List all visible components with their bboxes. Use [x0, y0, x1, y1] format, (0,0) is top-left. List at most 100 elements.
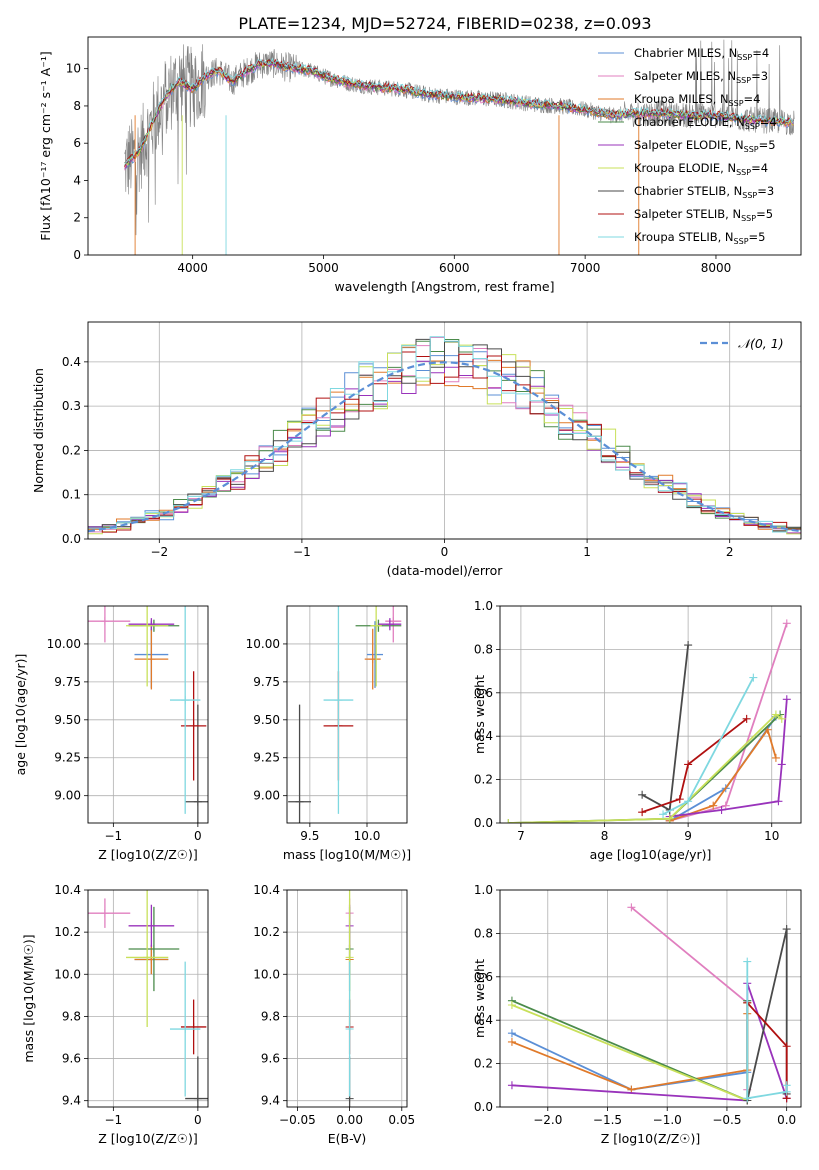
mass_vs_EBV-frame: [286, 889, 408, 1108]
weight_vs_age-marker-se: [717, 805, 726, 814]
age_vs_Z-xtick-label: 0: [194, 829, 202, 843]
age_vs_mass-point-km: [368, 655, 377, 664]
age_vs_mass-point-cs: [295, 797, 304, 806]
age_vs_Z-xlabel: Z [log10(Z/Z☉)]: [98, 847, 198, 862]
residuals-panel: −2 −1 0 1 2 0.0 0.1 0.2 0.3 0.4 (data-model)/error…: [31, 321, 802, 578]
weight_vs_Z-marker-se: [507, 1081, 516, 1090]
legend-label-ce: Chabrier ELODIE, NSSP=4: [634, 115, 777, 131]
age_vs_mass-xlabel: mass [log10(M/M☉)]: [283, 847, 411, 862]
legend-label-sub: SSP: [729, 99, 744, 108]
weight_vs_age-marker-ss: [638, 808, 647, 817]
residuals-ytick-label: 0.4: [62, 355, 81, 369]
weight_vs_age-marker-ss: [675, 795, 684, 804]
weight_vs_age-marker-km: [709, 801, 718, 810]
legend-label-sub: SSP: [742, 191, 757, 200]
residuals-xtick-label: −2: [150, 545, 168, 559]
mass_vs_Z-point-sm: [100, 909, 109, 918]
age_vs_mass-ytick-label: 9.50: [253, 713, 280, 727]
weight_vs_age-ytick-label: 0.4: [474, 729, 493, 743]
age_vs_mass-ytick-label: 9.25: [253, 751, 280, 765]
spectrum-xtick-label: 5000: [308, 261, 339, 275]
legend-label-sub: SSP: [744, 145, 759, 154]
normal-legend-label: 𝒩(0, 1): [738, 336, 784, 351]
weight_vs_Z-xtick-label: −2.0: [533, 1113, 562, 1127]
weight_vs_Z-marker-ke: [507, 1001, 516, 1010]
weight_vs_Z-frame: [499, 889, 802, 1108]
spectrum-ytick-label: 0: [73, 248, 81, 262]
legend-label-km: Kroupa MILES, NSSP=4: [634, 92, 760, 108]
weight_vs_Z-marker-ks: [743, 957, 752, 966]
weight_vs_age-xtick-label: 7: [517, 829, 525, 843]
residuals-ytick-label: 0.1: [62, 488, 81, 502]
legend-label-tail: =5: [749, 230, 766, 244]
legend-label-text: Kroupa ELODIE, N: [634, 161, 736, 175]
mass_vs_EBV-ytick-label: 10.4: [253, 883, 280, 897]
age_vs_mass-ytick-label: 9.00: [253, 789, 280, 803]
weight_vs_age-marker-ks: [659, 810, 668, 819]
figure-title: PLATE=1234, MJD=52724, FIBERID=0238, z=0…: [238, 14, 651, 33]
spectrum-xtick-label: 4000: [177, 261, 208, 275]
weight_vs_Z-ytick-label: 0.4: [474, 1013, 493, 1027]
legend-label-sub: SSP: [741, 214, 756, 223]
legend-label-ke: Kroupa ELODIE, NSSP=4: [634, 161, 768, 177]
age_vs_Z-ytick-label: 9.75: [54, 675, 81, 689]
spectrum-ytick-label: 8: [73, 99, 81, 113]
weight_vs_age-marker-km: [771, 753, 780, 762]
age_vs_Z-point-sm: [100, 617, 109, 626]
legend-label-tail: =4: [752, 46, 769, 60]
age_vs_mass-xtick-label: 10.0: [354, 829, 381, 843]
age_vs_Z-point-ss: [189, 721, 198, 730]
mass_vs_Z-xlabel: Z [log10(Z/Z☉)]: [98, 1131, 198, 1146]
age_vs_mass-xtick-label: 9.5: [300, 829, 319, 843]
age_vs_mass-point-ks: [334, 696, 343, 705]
weight_vs_Z-xtick-label: −0.5: [712, 1113, 741, 1127]
age_vs_Z-plot-area: [88, 606, 208, 823]
weight_vs_age-marker-ks: [749, 673, 758, 682]
weight_vs_age-marker-ke: [665, 814, 674, 823]
weight_vs_Z-ylabel: mass weight: [472, 959, 487, 1038]
weight_vs_Z-marker-sm: [627, 903, 636, 912]
mass_vs_Z-point-cs: [193, 1094, 202, 1103]
legend-label-text: Kroupa MILES, N: [634, 92, 729, 106]
mass_vs_Z-point-se: [147, 921, 156, 930]
weight_vs_Z-ytick-label: 0.6: [474, 970, 493, 984]
residual-hist-ks: [88, 336, 801, 533]
legend-label-tail: =5: [759, 138, 776, 152]
mass_vs_Z-ytick-label: 10.2: [54, 925, 81, 939]
age_vs_Z-ylabel: age [log10(age/yr)]: [13, 654, 28, 776]
mass_vs_Z-point-ss: [189, 1022, 198, 1031]
mass_vs_Z-ytick-label: 10.4: [54, 883, 81, 897]
mass_vs_Z-plot-area: [88, 890, 208, 1107]
mass_vs_Z-ytick-label: 9.8: [62, 1009, 81, 1023]
age_vs_mass-panel: 9.5 10.0 9.00 9.25 9.50 9.75 10.00 mass [log10(…: [246, 605, 411, 862]
legend-label-text: Chabrier STELIB, N: [634, 184, 742, 198]
spectrum-ytick-label: 6: [73, 136, 81, 150]
weight_vs_age-line-ss: [641, 718, 748, 813]
residual-hist-ss: [88, 351, 801, 533]
residuals-xtick-label: 0: [441, 545, 449, 559]
weight_vs_Z-ytick-label: 0.8: [474, 926, 493, 940]
mass_vs_Z-point-ke: [143, 953, 152, 962]
spectrum-ytick-label: 2: [73, 211, 81, 225]
spectrum-xtick-label: 6000: [439, 261, 470, 275]
weight_vs_Z-ytick-label: 0.0: [474, 1100, 493, 1114]
weight_vs_age-marker-ke: [504, 819, 513, 823]
weight_vs_Z-xlabel: Z [log10(Z/Z☉)]: [601, 1131, 701, 1146]
normal-curve-line: [88, 361, 801, 533]
weight_vs_Z-plot-area: [507, 903, 791, 1105]
weight_vs_age-marker-cs: [684, 641, 693, 650]
weight_vs_Z-panel: −2.0 −1.5 −1.0 −0.5 0.0 0.0 0.2 0.4 0.6 0.8 1.0 Z […: [472, 883, 802, 1146]
weight_vs_Z-marker-ss: [782, 1042, 791, 1051]
weight_vs_age-marker-cs: [638, 790, 647, 799]
weight_vs_Z-marker-ks: [743, 1094, 752, 1103]
weight_vs_age-ylabel: mass weight: [472, 675, 487, 754]
legend-label-text: Chabrier ELODIE, N: [634, 115, 745, 129]
weight_vs_age-marker-ke: [771, 710, 780, 719]
legend-label-ss: Salpeter STELIB, NSSP=5: [634, 207, 773, 223]
age_vs_Z-point-km: [147, 655, 156, 664]
legend-label-text: Kroupa STELIB, N: [634, 230, 734, 244]
weight_vs_Z-marker-cs: [782, 925, 791, 934]
mass_vs_Z-panel: −1 0 9.4 9.6 9.8 10.0 10.2 10.4 Z [log10(Z/Z☉)] m…: [21, 883, 209, 1146]
legend-label-tail: =3: [751, 69, 768, 83]
